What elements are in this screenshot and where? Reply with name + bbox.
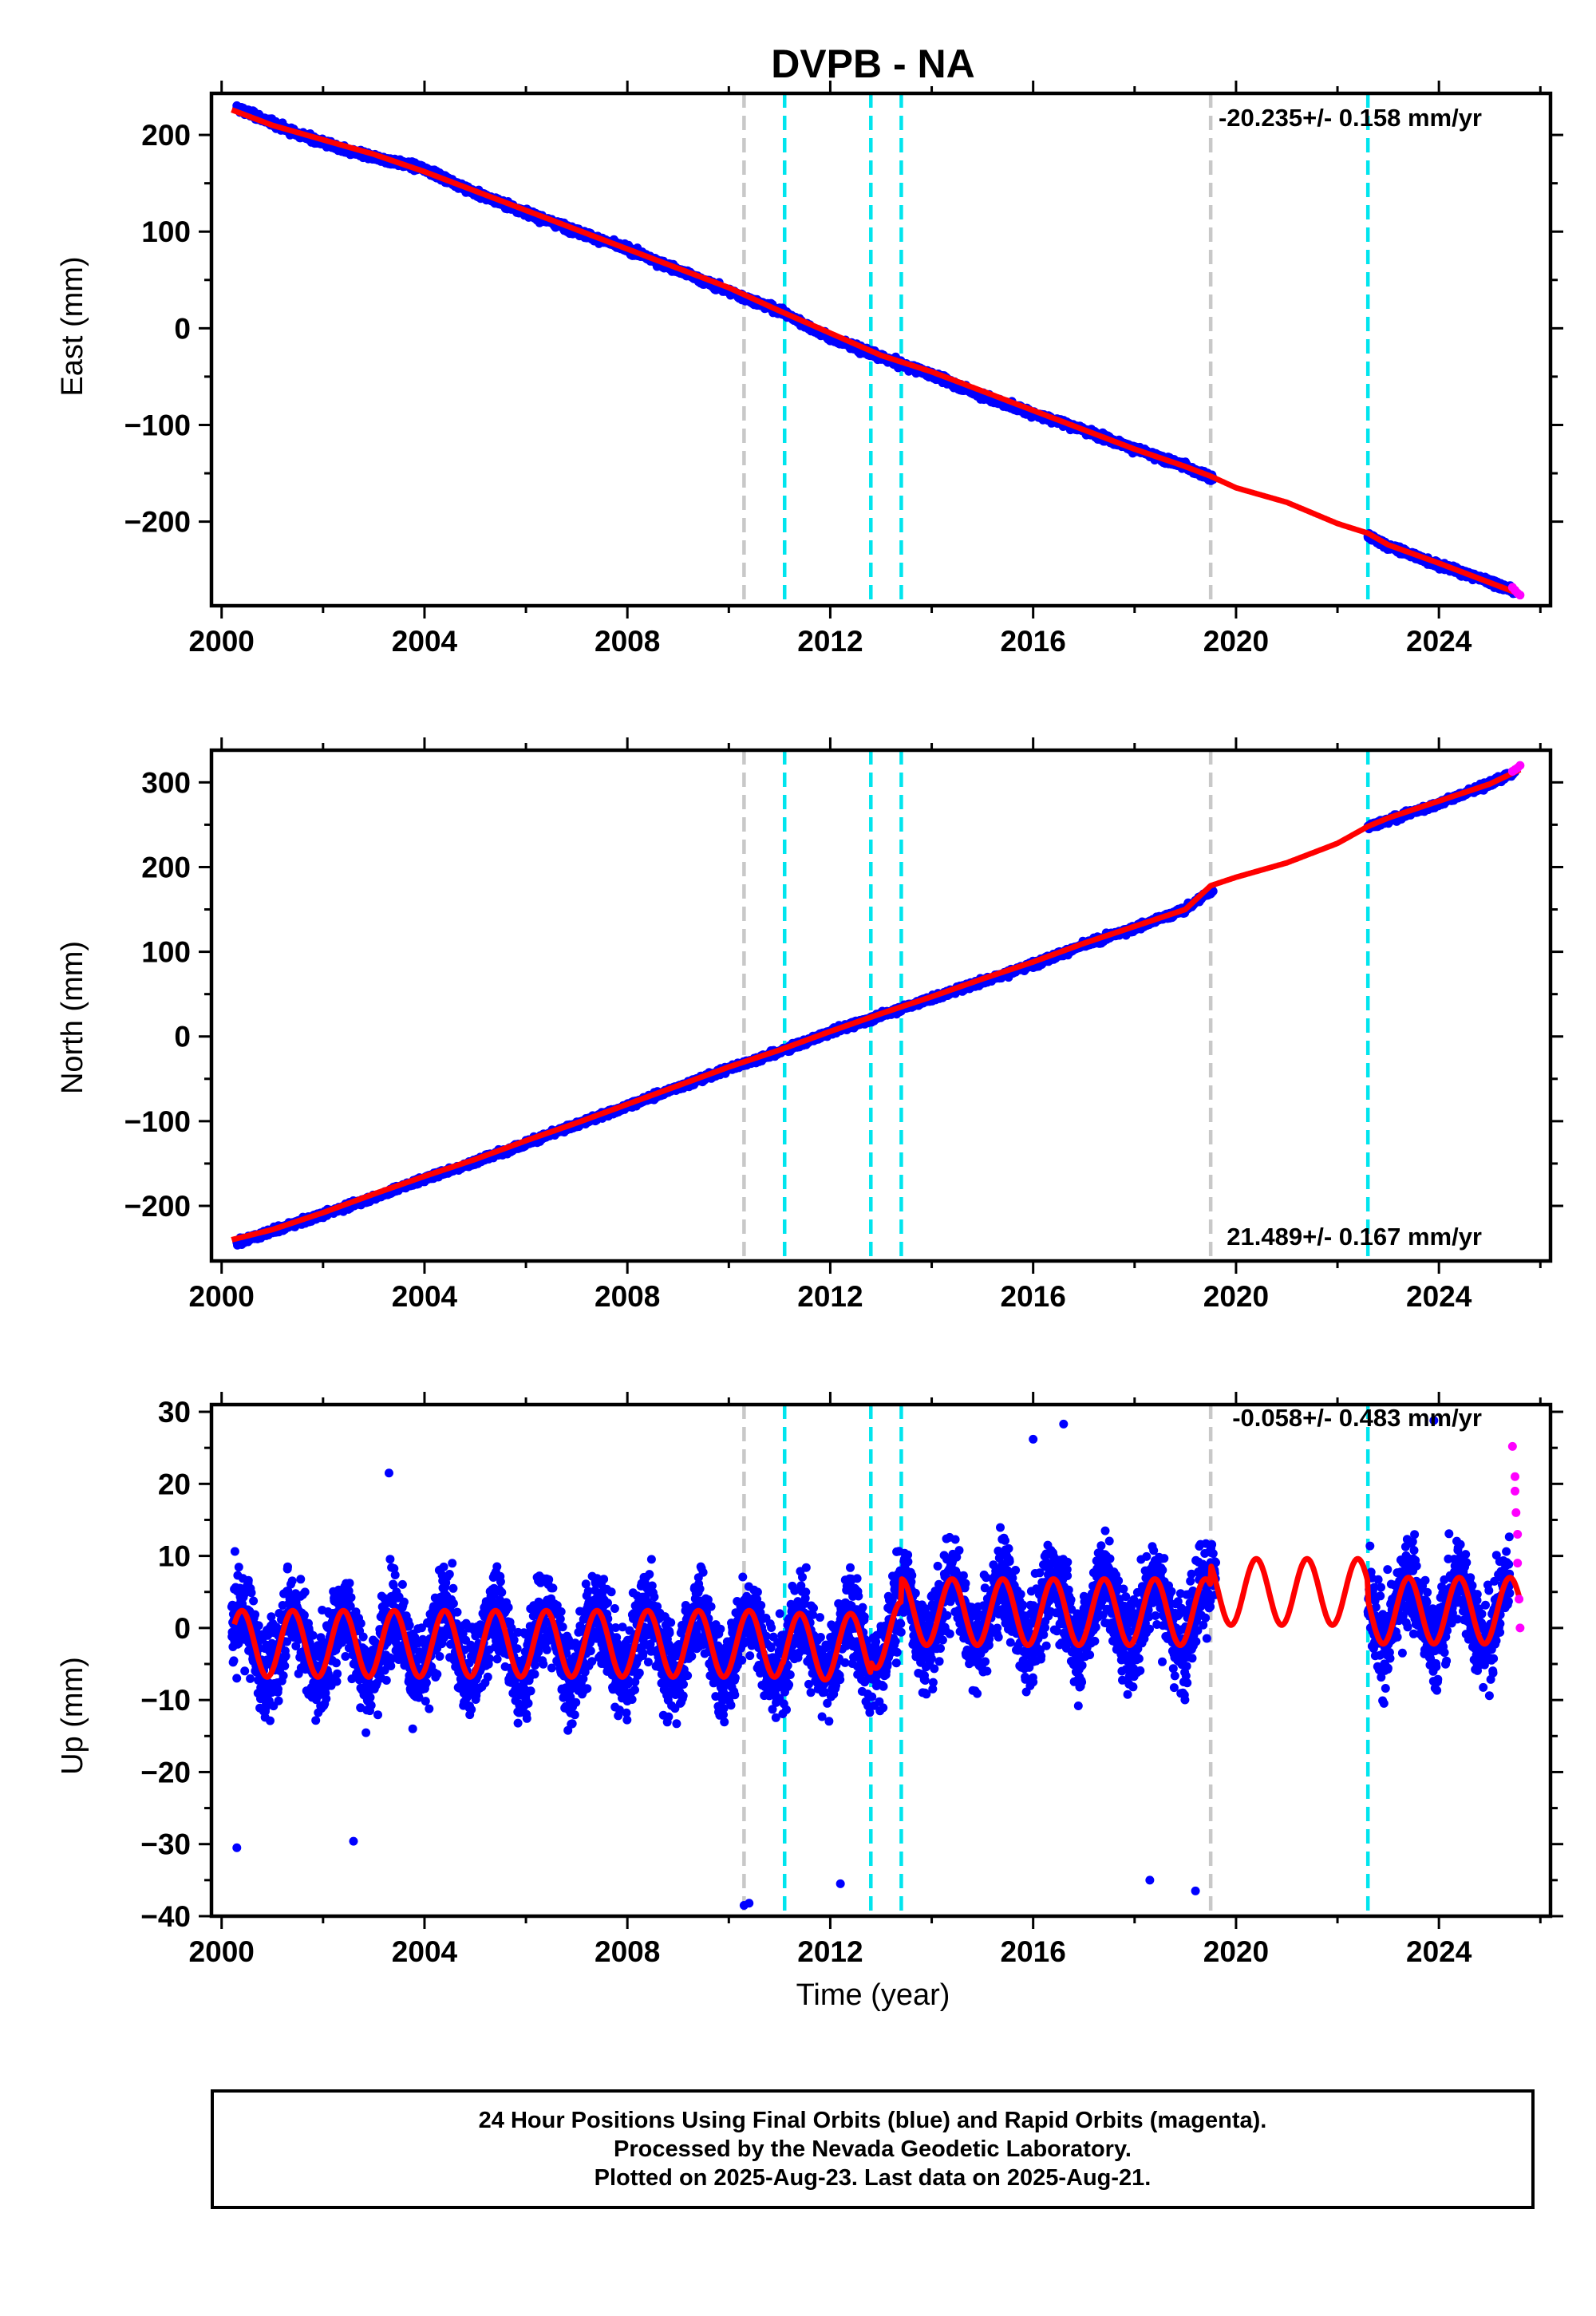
x-tick-label: 2008 [595,625,660,658]
x-tick-label: 2016 [1001,625,1066,658]
y-tick-label: 0 [174,312,191,345]
x-tick-label: 2020 [1203,625,1269,658]
north-plot-area [230,750,1525,1261]
y-tick-label: 200 [141,119,191,152]
rapid-orbit-point [1515,591,1525,600]
east-panel: 2000 2004 2008 2012 2016 2020 2024 200 100 0 −100 −… [124,81,1563,658]
east-final-orbit-points [232,101,1520,599]
y-tick-label: −100 [124,409,191,441]
chart-title: DVPB - NA [771,41,975,86]
x-tick-label: 2000 [189,625,255,658]
y-tick-label: 100 [141,215,191,248]
x-tick-label: 2012 [797,625,863,658]
x-tick-label: 2024 [1406,625,1472,658]
east-plot-area [230,93,1525,606]
y-tick-label: −200 [124,506,191,539]
x-tick-label: 2004 [392,625,458,658]
east-model-line [230,107,1523,597]
